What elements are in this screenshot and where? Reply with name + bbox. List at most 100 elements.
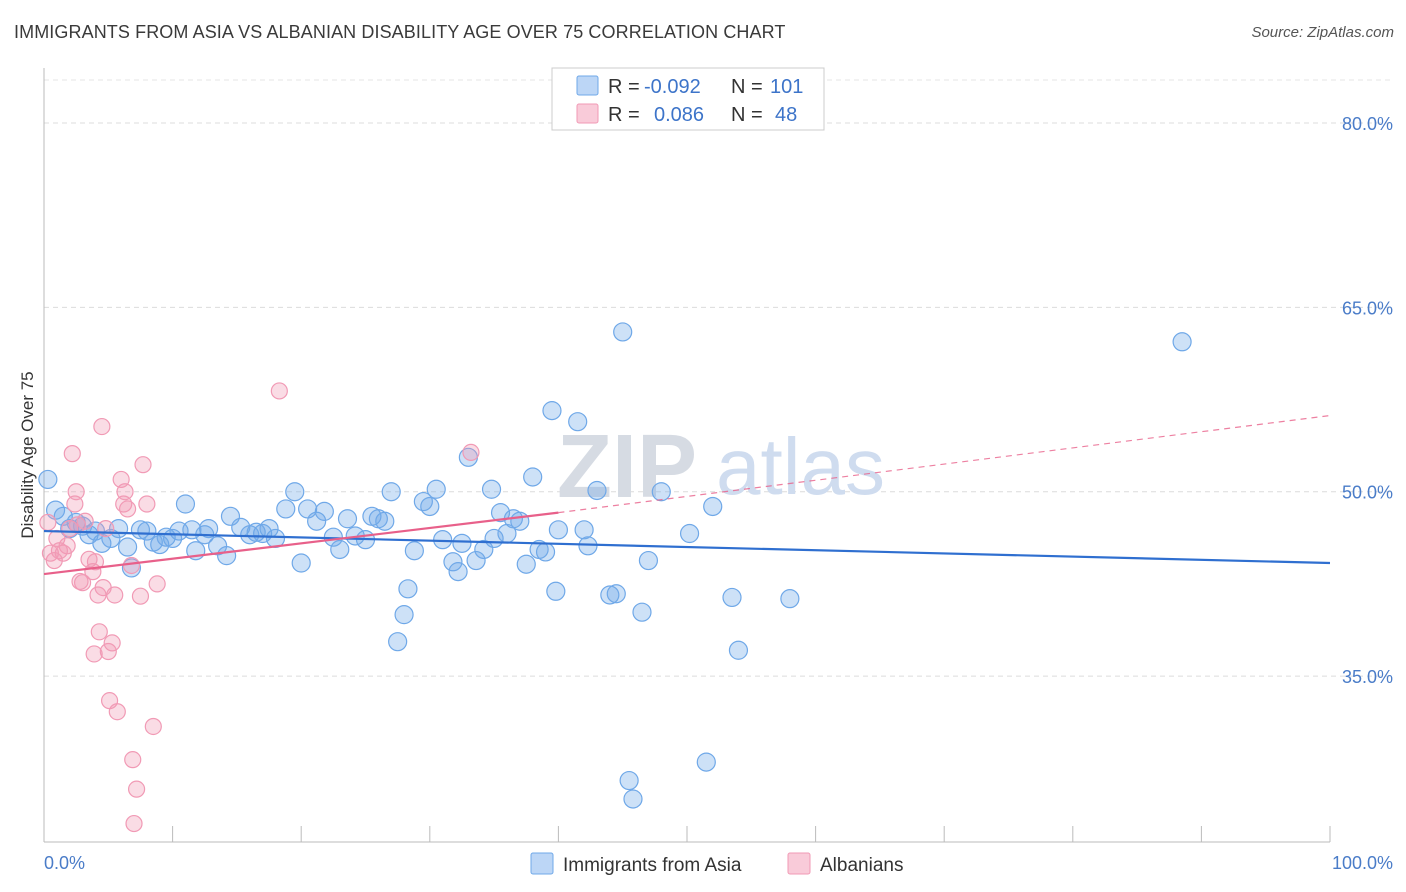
asia-point bbox=[679, 523, 700, 544]
asia-point bbox=[722, 587, 742, 608]
asia-point bbox=[574, 520, 594, 540]
asia-point bbox=[1172, 332, 1192, 352]
asia-point bbox=[426, 479, 446, 499]
asia-point bbox=[375, 511, 395, 531]
bottom-legend-label-albanians: Albanians bbox=[820, 855, 903, 876]
asia-point bbox=[217, 546, 237, 566]
asia-point bbox=[651, 482, 671, 502]
asia-point bbox=[117, 537, 138, 557]
chart-title: IMMIGRANTS FROM ASIA VS ALBANIAN DISABIL… bbox=[14, 22, 786, 42]
series-albanians bbox=[39, 382, 480, 833]
albanians-trend-line bbox=[43, 511, 559, 576]
asia-point bbox=[404, 541, 424, 561]
albanians-point bbox=[58, 537, 76, 555]
y-tick-label: 35.0% bbox=[1342, 667, 1393, 687]
asia-point bbox=[481, 479, 502, 499]
asia-point bbox=[728, 640, 749, 660]
asia-point bbox=[337, 509, 358, 529]
albanians-point bbox=[66, 495, 84, 513]
trend-lines bbox=[43, 414, 1331, 576]
albanians-point bbox=[122, 556, 141, 575]
albanians-point bbox=[86, 553, 105, 571]
asia-point bbox=[394, 605, 414, 625]
y-axis-title: Disability Age Over 75 bbox=[18, 371, 37, 538]
albanians-point bbox=[124, 751, 142, 769]
x-tick-label: 0.0% bbox=[44, 853, 85, 873]
asia-trend-line bbox=[43, 529, 1331, 565]
legend-r-value-asia: -0.092 bbox=[644, 76, 701, 98]
asia-point bbox=[253, 523, 273, 544]
asia-point bbox=[448, 562, 468, 582]
albanians-point bbox=[462, 443, 480, 461]
asia-point bbox=[381, 482, 401, 502]
albanians-point bbox=[270, 382, 288, 400]
asia-point bbox=[291, 553, 311, 573]
albanians-point bbox=[131, 587, 150, 605]
legend-n-value-albanians: 48 bbox=[775, 104, 797, 126]
asia-point bbox=[92, 533, 112, 553]
asia-point bbox=[413, 491, 433, 512]
legend-box: R = -0.092 N = 101 R = 0.086 N = 48 bbox=[551, 67, 825, 131]
albanians-point bbox=[106, 586, 124, 604]
asia-point bbox=[199, 518, 219, 539]
asia-point bbox=[638, 550, 659, 571]
watermark-zip: ZIP bbox=[557, 417, 697, 517]
albanians-point bbox=[67, 483, 85, 501]
asia-point bbox=[330, 539, 350, 560]
gridlines bbox=[44, 79, 1393, 677]
albanians-point bbox=[63, 445, 81, 463]
asia-point bbox=[175, 494, 196, 514]
asia-point bbox=[606, 584, 626, 604]
asia-point bbox=[101, 528, 121, 549]
asia-point bbox=[587, 480, 607, 501]
asia-point bbox=[38, 469, 58, 490]
asia-point bbox=[542, 401, 562, 421]
albanians-point bbox=[118, 500, 137, 518]
tick-labels: 35.0% 50.0% 65.0% 80.0% 0.0% 100.0% bbox=[44, 114, 1393, 873]
asia-point bbox=[623, 789, 643, 809]
albanians-point bbox=[138, 495, 156, 513]
albanians-point bbox=[99, 642, 117, 661]
legend-r-label-asia: R = bbox=[608, 76, 640, 98]
asia-point bbox=[548, 520, 569, 540]
asia-point bbox=[780, 589, 800, 609]
asia-point bbox=[307, 511, 327, 531]
watermark-atlas: atlas bbox=[716, 422, 885, 511]
asia-point bbox=[398, 579, 418, 599]
asia-point bbox=[632, 602, 652, 622]
asia-point bbox=[546, 581, 566, 601]
albanians-point bbox=[116, 483, 134, 501]
albanians-point bbox=[73, 574, 92, 592]
albanians-point bbox=[127, 780, 146, 798]
legend-swatch-asia bbox=[576, 75, 599, 96]
albanians-trend-extension bbox=[558, 414, 1331, 514]
bottom-legend: Immigrants from Asia Albanians bbox=[530, 852, 903, 876]
albanians-point bbox=[148, 575, 166, 593]
legend-swatch-albanians bbox=[576, 103, 599, 124]
y-tick-label: 80.0% bbox=[1342, 114, 1393, 134]
asia-point bbox=[568, 412, 588, 432]
asia-point bbox=[510, 511, 530, 531]
albanians-point bbox=[76, 512, 94, 530]
asia-point bbox=[600, 585, 620, 605]
asia-point bbox=[388, 632, 408, 652]
bottom-legend-swatch-asia bbox=[530, 852, 554, 875]
legend-r-label-albanians: R = bbox=[608, 104, 640, 126]
legend-r-value-albanians: 0.086 bbox=[654, 104, 704, 126]
source-label: Source: ZipAtlas.com bbox=[1251, 24, 1394, 41]
asia-point bbox=[466, 550, 486, 571]
y-tick-label: 65.0% bbox=[1342, 298, 1393, 318]
albanians-point bbox=[103, 634, 121, 652]
x-tick-label: 100.0% bbox=[1332, 853, 1393, 873]
asia-point bbox=[443, 552, 463, 572]
albanians-point bbox=[97, 519, 115, 538]
asia-point bbox=[314, 501, 334, 521]
y-tick-label: 50.0% bbox=[1342, 483, 1393, 503]
asia-point bbox=[452, 533, 472, 553]
albanians-point bbox=[108, 703, 126, 721]
bottom-legend-swatch-albanians bbox=[787, 852, 811, 875]
albanians-point bbox=[134, 456, 152, 474]
asia-point bbox=[703, 496, 723, 517]
asia-point bbox=[613, 322, 633, 342]
asia-point bbox=[523, 467, 543, 487]
